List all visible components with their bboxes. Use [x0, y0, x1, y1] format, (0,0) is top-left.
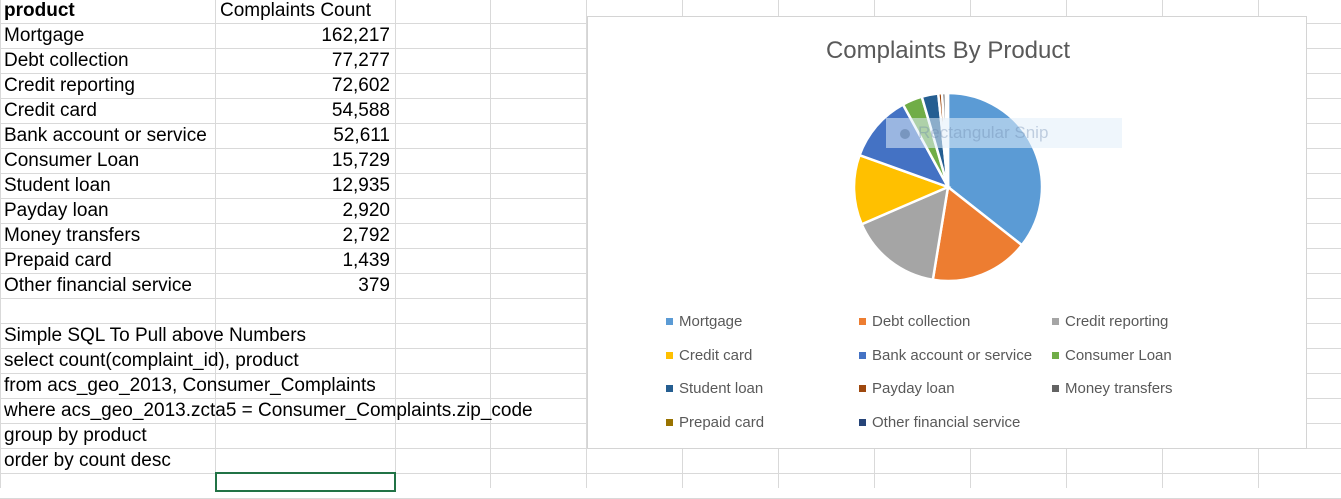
sql-note-cell[interactable]: where acs_geo_2013.zcta5 = Consumer_Comp…	[4, 399, 533, 424]
count-cell[interactable]: 1,439	[216, 249, 390, 274]
legend-swatch	[1052, 352, 1059, 359]
row-gridline	[0, 473, 1341, 474]
legend-label: Credit card	[679, 347, 752, 364]
legend-swatch	[859, 385, 866, 392]
product-cell[interactable]: Debt collection	[4, 49, 129, 74]
legend-item[interactable]: Mortgage	[666, 314, 742, 330]
legend-swatch	[1052, 318, 1059, 325]
product-cell[interactable]: Bank account or service	[4, 124, 207, 149]
legend-item[interactable]: Credit reporting	[1052, 314, 1168, 330]
header-complaints-count[interactable]: Complaints Count	[220, 0, 371, 24]
header-product[interactable]: product	[4, 0, 75, 24]
product-cell[interactable]: Other financial service	[4, 274, 192, 299]
legend-item[interactable]: Student loan	[666, 381, 763, 397]
legend-label: Money transfers	[1065, 380, 1173, 397]
snip-overlay: Rectangular Snip	[886, 118, 1122, 148]
product-cell[interactable]: Student loan	[4, 174, 111, 199]
legend-swatch	[666, 419, 673, 426]
sql-note-cell[interactable]: order by count desc	[4, 449, 171, 474]
legend-label: Other financial service	[872, 414, 1020, 431]
count-cell[interactable]: 54,588	[216, 99, 390, 124]
legend-label: Consumer Loan	[1065, 347, 1172, 364]
count-cell[interactable]: 77,277	[216, 49, 390, 74]
count-cell[interactable]: 52,611	[216, 124, 390, 149]
legend-label: Payday loan	[872, 380, 955, 397]
legend-item[interactable]: Payday loan	[859, 381, 955, 397]
legend-swatch	[859, 419, 866, 426]
product-cell[interactable]: Prepaid card	[4, 249, 112, 274]
product-cell[interactable]: Credit card	[4, 99, 97, 124]
snip-label: Rectangular Snip	[918, 123, 1048, 142]
active-cell-selection[interactable]	[215, 472, 396, 492]
legend-swatch	[666, 352, 673, 359]
legend-label: Mortgage	[679, 313, 742, 330]
legend-item[interactable]: Credit card	[666, 348, 752, 364]
sql-note-cell[interactable]: group by product	[4, 424, 147, 449]
count-cell[interactable]: 12,935	[216, 174, 390, 199]
count-cell[interactable]: 379	[216, 274, 390, 299]
product-cell[interactable]: Credit reporting	[4, 74, 135, 99]
sql-note-cell[interactable]: select count(complaint_id), product	[4, 349, 299, 374]
product-cell[interactable]: Payday loan	[4, 199, 109, 224]
legend-label: Bank account or service	[872, 347, 1032, 364]
product-cell[interactable]: Consumer Loan	[4, 149, 139, 174]
legend-item[interactable]: Prepaid card	[666, 415, 764, 431]
legend-swatch	[666, 318, 673, 325]
legend-label: Credit reporting	[1065, 313, 1168, 330]
legend-item[interactable]: Debt collection	[859, 314, 970, 330]
legend-label: Student loan	[679, 380, 763, 397]
legend-swatch	[666, 385, 673, 392]
count-cell[interactable]: 162,217	[216, 24, 390, 49]
legend-label: Prepaid card	[679, 414, 764, 431]
legend-item[interactable]: Other financial service	[859, 415, 1020, 431]
legend-item[interactable]: Bank account or service	[859, 348, 1032, 364]
count-cell[interactable]: 15,729	[216, 149, 390, 174]
count-cell[interactable]: 2,792	[216, 224, 390, 249]
legend-swatch	[1052, 385, 1059, 392]
count-cell[interactable]: 2,920	[216, 199, 390, 224]
product-cell[interactable]: Money transfers	[4, 224, 140, 249]
sql-note-cell[interactable]: Simple SQL To Pull above Numbers	[4, 324, 306, 349]
legend-swatch	[859, 352, 866, 359]
sql-note-cell[interactable]: from acs_geo_2013, Consumer_Complaints	[4, 374, 376, 399]
legend-item[interactable]: Money transfers	[1052, 381, 1173, 397]
count-cell[interactable]: 72,602	[216, 74, 390, 99]
legend-item[interactable]: Consumer Loan	[1052, 348, 1172, 364]
legend-label: Debt collection	[872, 313, 970, 330]
legend-swatch	[859, 318, 866, 325]
snip-dot-icon	[900, 129, 910, 139]
product-cell[interactable]: Mortgage	[4, 24, 84, 49]
